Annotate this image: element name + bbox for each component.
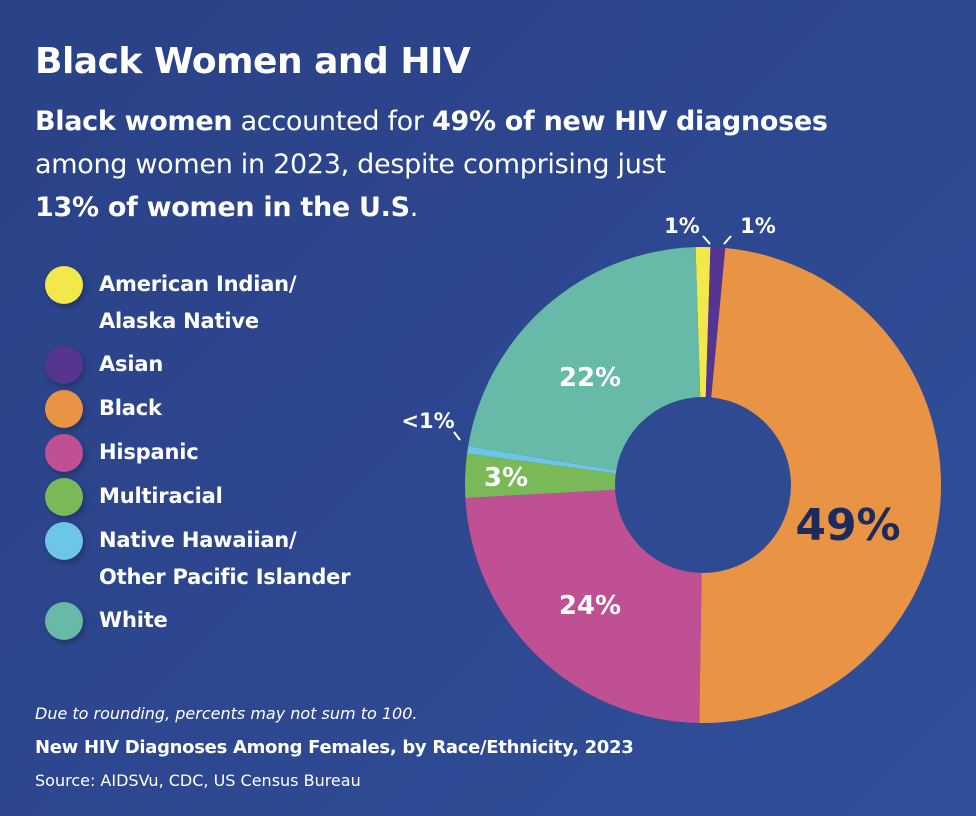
subtitle-bold-13: 13% of women in the U.S xyxy=(35,192,410,223)
source-citation: Source: AIDSVu, CDC, US Census Bureau xyxy=(35,771,361,790)
legend-label: Asian xyxy=(99,352,164,376)
legend-swatch-icon xyxy=(45,266,83,304)
donut-hole xyxy=(615,397,791,573)
legend-swatch-icon xyxy=(45,390,83,428)
legend-label: Black xyxy=(99,396,162,420)
legend-item-american-indian-alaska-native: American Indian/Alaska Native xyxy=(45,266,395,340)
data-label-asian: 1% xyxy=(740,214,776,238)
legend-label: White xyxy=(99,608,168,632)
leader-line-asian xyxy=(723,235,732,245)
page-title: Black Women and HIV xyxy=(35,41,471,82)
legend-item-asian: Asian xyxy=(45,346,395,384)
data-label-hispanic: 24% xyxy=(559,591,621,621)
chart-legend: American Indian/Alaska Native Asian Blac… xyxy=(45,266,395,646)
leader-line-american-indian-alaska-native xyxy=(702,235,711,245)
legend-label: Hispanic xyxy=(99,440,199,464)
legend-swatch-icon xyxy=(45,478,83,516)
legend-item-black: Black xyxy=(45,390,395,428)
legend-label: Native Hawaiian/Other Pacific Islander xyxy=(99,528,351,589)
legend-label: Multiracial xyxy=(99,484,223,508)
legend-label: American Indian/Alaska Native xyxy=(99,272,297,333)
subtitle-bold-49: 49% of new HIV diagnoses xyxy=(431,106,828,137)
subtitle-text-1: accounted for xyxy=(232,106,432,137)
data-label-black: 49% xyxy=(795,500,900,551)
rounding-note: Due to rounding, percents may not sum to… xyxy=(35,704,418,723)
legend-item-hispanic: Hispanic xyxy=(45,434,395,472)
subtitle-text-2: among women in 2023, despite comprising … xyxy=(35,149,666,180)
leader-line-native-hawaiian-other-pacific-islander xyxy=(453,431,461,441)
subtitle: Black women accounted for 49% of new HIV… xyxy=(35,100,915,229)
subtitle-bold-black-women: Black women xyxy=(35,106,233,137)
legend-swatch-icon xyxy=(45,346,83,384)
legend-item-white: White xyxy=(45,602,395,640)
subtitle-period: . xyxy=(409,192,419,223)
slice-black xyxy=(699,248,942,723)
legend-swatch-icon xyxy=(45,522,83,560)
data-label-multiracial: 3% xyxy=(484,463,528,493)
slice-american-indian-alaska-native xyxy=(695,247,711,485)
legend-item-multiracial: Multiracial xyxy=(45,478,395,516)
legend-swatch-icon xyxy=(45,434,83,472)
data-label-native-hawaiian-other-pacific-islander: <1% xyxy=(401,409,454,433)
data-label-white: 22% xyxy=(559,363,621,393)
legend-swatch-icon xyxy=(45,602,83,640)
data-label-american-indian-alaska-native: 1% xyxy=(664,214,700,238)
legend-item-native-hawaiian-pacific-islander: Native Hawaiian/Other Pacific Islander xyxy=(45,522,395,596)
chart-title: New HIV Diagnoses Among Females, by Race… xyxy=(35,737,634,758)
